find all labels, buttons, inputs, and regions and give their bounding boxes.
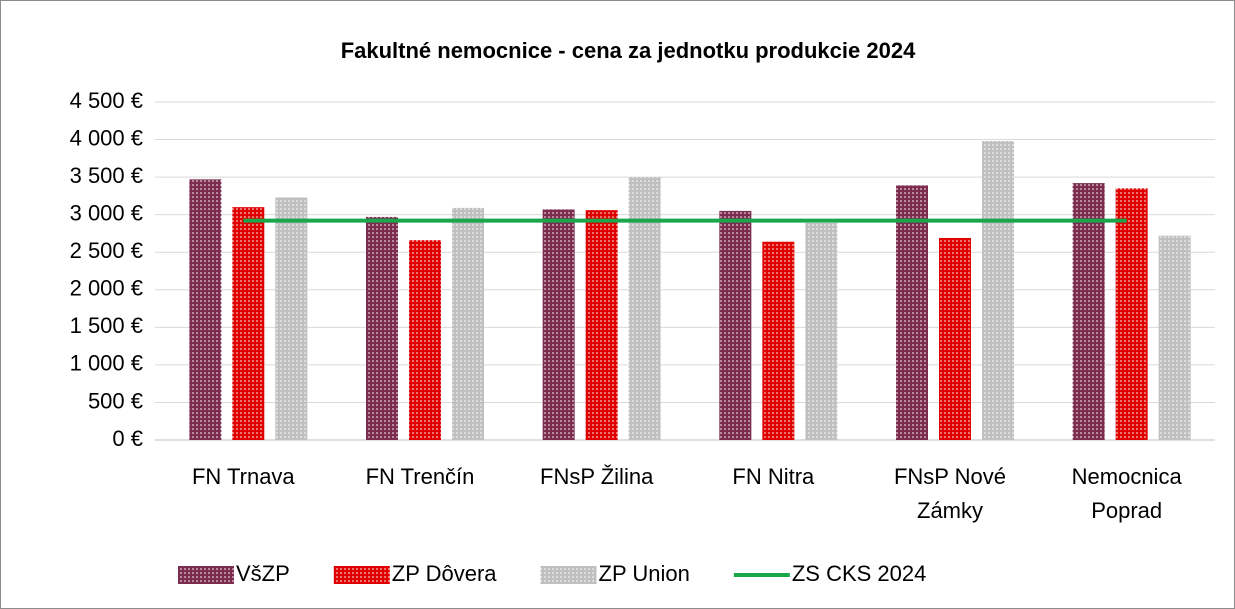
bar bbox=[542, 209, 575, 440]
y-tick-label: 4 500 € bbox=[70, 88, 143, 113]
bar bbox=[628, 177, 661, 440]
y-tick-label: 0 € bbox=[112, 426, 143, 451]
bar bbox=[232, 207, 265, 440]
bar bbox=[585, 210, 618, 440]
bar bbox=[939, 237, 971, 440]
x-tick-label: FNsP Žilina bbox=[540, 464, 654, 489]
bar bbox=[189, 179, 222, 440]
bar bbox=[896, 185, 928, 440]
y-tick-label: 4 000 € bbox=[70, 125, 143, 150]
legend-label: ZP Dôvera bbox=[392, 561, 498, 586]
bar bbox=[1158, 235, 1191, 440]
bar bbox=[452, 207, 484, 440]
y-tick-label: 500 € bbox=[88, 388, 143, 413]
bar bbox=[409, 240, 441, 440]
legend-label: VšZP bbox=[236, 561, 290, 586]
bar bbox=[982, 141, 1014, 440]
x-tick-label: Nemocnica Poprad bbox=[1072, 464, 1183, 523]
bar bbox=[275, 197, 308, 440]
legend-label: ZP Union bbox=[599, 561, 690, 586]
bar bbox=[1072, 183, 1105, 440]
bar bbox=[762, 241, 795, 440]
y-tick-label: 3 500 € bbox=[70, 163, 143, 188]
x-tick-label: FN Trnava bbox=[192, 464, 295, 489]
y-tick-label: 1 500 € bbox=[70, 313, 143, 338]
bar bbox=[1115, 188, 1148, 440]
chart-title: Fakultné nemocnice - cena za jednotku pr… bbox=[341, 38, 916, 63]
bar bbox=[366, 216, 398, 440]
legend-label: ZS CKS 2024 bbox=[792, 561, 927, 586]
x-tick-label: FNsP Nové Zámky bbox=[894, 464, 1006, 523]
legend-swatch bbox=[540, 566, 597, 584]
y-tick-label: 3 000 € bbox=[70, 200, 143, 225]
legend-swatch bbox=[333, 566, 390, 584]
x-tick-label: FN Trenčín bbox=[366, 464, 475, 489]
bar bbox=[805, 222, 838, 440]
x-tick-label: FN Nitra bbox=[732, 464, 815, 489]
legend-swatch bbox=[178, 566, 234, 584]
y-tick-label: 2 000 € bbox=[70, 276, 143, 301]
bar bbox=[719, 210, 752, 440]
y-tick-label: 2 500 € bbox=[70, 238, 143, 263]
y-tick-label: 1 000 € bbox=[70, 351, 143, 376]
